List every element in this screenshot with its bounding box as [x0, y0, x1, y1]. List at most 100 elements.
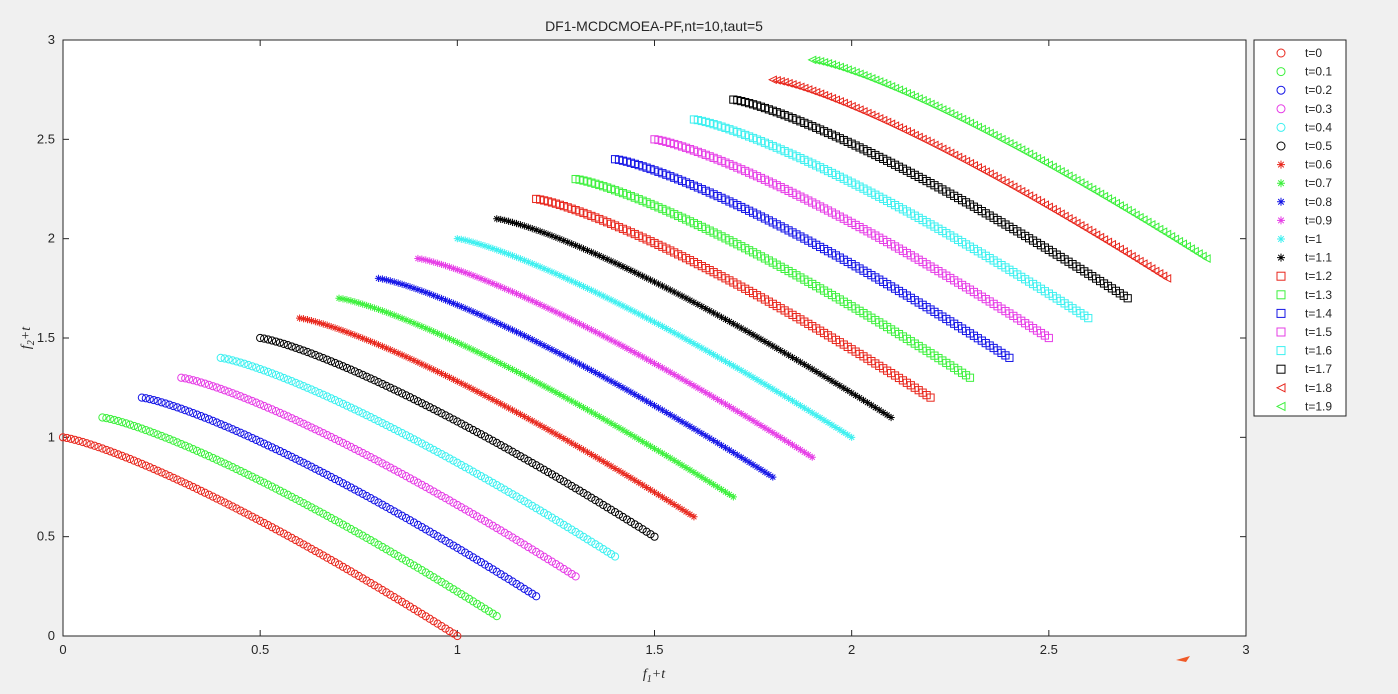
data-point [504, 286, 513, 294]
data-point [579, 403, 588, 412]
data-point [485, 393, 493, 402]
data-point [358, 531, 367, 540]
data-point [642, 527, 651, 536]
data-point [536, 263, 544, 271]
data-point [279, 448, 288, 458]
data-point [678, 505, 686, 513]
data-point [303, 421, 312, 430]
data-point [401, 472, 411, 481]
chart-title: DF1-MCDCMOEA-PF,nt=10,taut=5 [545, 18, 763, 34]
data-point [330, 358, 340, 368]
data-point [654, 491, 663, 499]
legend-marker [1277, 253, 1285, 262]
data-point [800, 404, 808, 412]
data-point [421, 568, 430, 577]
data-point [303, 316, 312, 324]
data-point [489, 317, 497, 325]
data-point [437, 409, 446, 418]
data-point [279, 488, 288, 497]
series-t=1.9 [807, 55, 1211, 263]
data-point [496, 440, 505, 450]
legend-label: t=0.2 [1305, 83, 1332, 97]
data-point [587, 286, 596, 294]
data-point [236, 506, 245, 515]
data-point [1130, 254, 1140, 264]
data-point [1079, 180, 1089, 190]
data-point [449, 541, 458, 550]
data-point [773, 431, 781, 439]
data-point [741, 456, 749, 464]
data-point [512, 449, 521, 459]
data-point [571, 484, 580, 493]
data-point [121, 453, 131, 462]
data-point [386, 590, 395, 599]
data-point [556, 310, 564, 318]
data-point [173, 475, 182, 484]
data-point [481, 391, 489, 400]
data-point [346, 403, 355, 412]
data-point [607, 257, 615, 265]
data-point [441, 296, 450, 304]
data-point [765, 340, 773, 348]
data-point [473, 309, 481, 318]
data-point [469, 597, 478, 606]
legend-items: t=0 t=0.1 t=0.2 t=0.3 t=0.4 t=0.5 t=0.6 t=0.7 t=… [1275, 46, 1332, 413]
data-point [232, 464, 241, 474]
data-point [382, 545, 391, 554]
data-point [283, 531, 292, 540]
data-point [528, 336, 536, 344]
data-point [330, 434, 340, 444]
data-point [1075, 220, 1085, 230]
data-point [556, 350, 564, 358]
data-point [457, 235, 465, 243]
data-point [1084, 314, 1093, 323]
data-point [1052, 207, 1061, 216]
data-point [267, 482, 277, 491]
data-point [374, 583, 383, 592]
data-point [121, 419, 131, 428]
data-point [323, 470, 332, 480]
data-point [497, 400, 505, 408]
data-point [469, 271, 477, 280]
data-point [390, 465, 399, 474]
data-point [291, 415, 300, 425]
data-point [291, 343, 300, 352]
data-point [220, 386, 229, 395]
data-point [414, 321, 422, 329]
data-point [1150, 266, 1160, 276]
data-point [331, 324, 339, 332]
data-point [334, 518, 344, 527]
data-point [1122, 205, 1132, 215]
legend-label: t=0.4 [1305, 120, 1332, 134]
data-point [540, 382, 548, 390]
data-point [516, 410, 525, 418]
data-point [603, 255, 611, 263]
data-point [401, 600, 411, 609]
data-point [1048, 204, 1057, 214]
data-point [713, 395, 722, 404]
data-point [477, 389, 485, 397]
data-point [90, 441, 99, 450]
data-point [426, 257, 434, 265]
data-point [516, 369, 525, 378]
data-point [504, 324, 513, 332]
data-point [1063, 213, 1073, 223]
data-point [334, 436, 344, 446]
series-t=1.3 [571, 174, 975, 382]
data-point [362, 450, 371, 460]
data-point [777, 433, 785, 442]
data-point [366, 453, 375, 462]
data-point [567, 481, 576, 491]
data-point [765, 470, 773, 479]
data-point [394, 349, 402, 357]
legend-marker [1276, 122, 1286, 132]
data-point [283, 375, 292, 384]
data-point [492, 438, 501, 448]
data-point [283, 412, 292, 421]
data-point [516, 494, 525, 503]
data-point [504, 531, 513, 540]
data-point [208, 492, 217, 501]
data-point [615, 381, 623, 390]
data-point [516, 291, 525, 300]
data-point [350, 527, 359, 536]
